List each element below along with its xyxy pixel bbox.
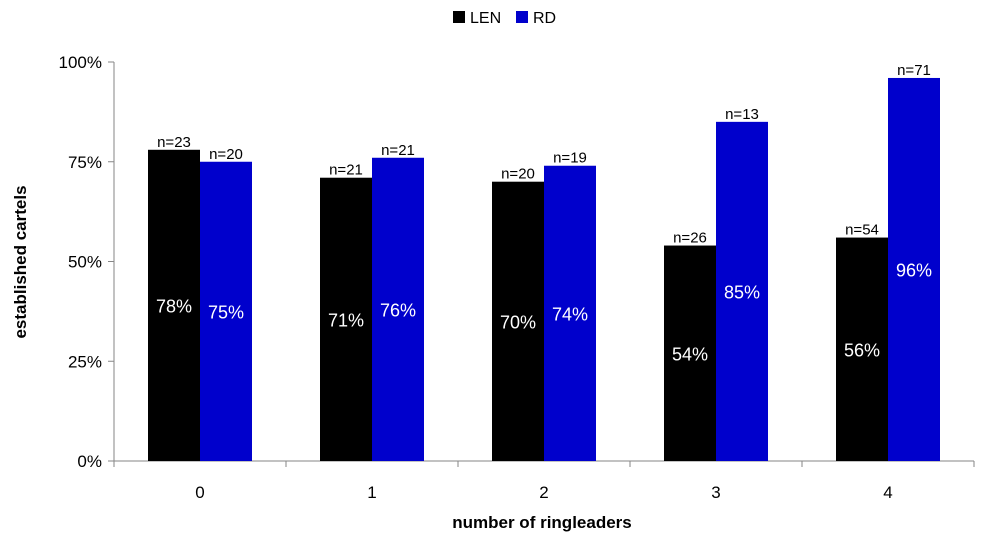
bar-rd xyxy=(888,77,940,462)
value-label-len: 70% xyxy=(500,312,536,332)
value-label-len: 71% xyxy=(328,310,364,330)
n-label-rd: n=19 xyxy=(553,150,587,167)
legend-swatch-len xyxy=(453,11,465,23)
bar-rd xyxy=(716,121,768,461)
x-tick-label: 1 xyxy=(367,483,376,502)
value-label-rd: 75% xyxy=(208,302,244,322)
y-tick-label: 50% xyxy=(68,253,102,272)
bar-len xyxy=(492,181,544,461)
n-label-len: n=21 xyxy=(329,162,363,179)
x-tick-label: 3 xyxy=(711,483,720,502)
value-label-rd: 76% xyxy=(380,300,416,320)
bar-rd xyxy=(544,165,596,462)
y-axis: 0% 25% 50% 75% 100% xyxy=(59,53,115,471)
bar-rd xyxy=(200,161,252,461)
n-label-rd: n=13 xyxy=(725,106,759,123)
n-label-len: n=20 xyxy=(501,166,535,183)
bar-len xyxy=(664,245,716,461)
x-tick-label: 0 xyxy=(195,483,204,502)
value-label-rd: 96% xyxy=(896,260,932,280)
y-axis-title: established cartels xyxy=(11,185,30,338)
n-label-len: n=26 xyxy=(673,230,707,247)
value-label-len: 56% xyxy=(844,340,880,360)
legend: LEN RD xyxy=(453,10,556,27)
data-labels: n=23 78% n=20 75% n=21 71% n=21 76% n=20 70% n=19 7… xyxy=(156,62,932,364)
y-tick-label: 100% xyxy=(59,53,102,72)
y-tick-label: 75% xyxy=(68,153,102,172)
legend-label-len: LEN xyxy=(470,10,501,27)
n-label-rd: n=21 xyxy=(381,142,415,159)
legend-swatch-rd xyxy=(516,11,528,23)
x-tick-label: 2 xyxy=(539,483,548,502)
bar-rd xyxy=(372,157,424,461)
x-axis-title: number of ringleaders xyxy=(452,513,631,532)
bar-len xyxy=(320,177,372,461)
value-label-rd: 85% xyxy=(724,282,760,302)
x-axis: 0 1 2 3 4 xyxy=(113,460,975,502)
n-label-len: n=23 xyxy=(157,134,191,151)
legend-label-rd: RD xyxy=(533,10,556,27)
n-label-rd: n=20 xyxy=(209,146,243,163)
value-label-len: 54% xyxy=(672,344,708,364)
value-label-len: 78% xyxy=(156,296,192,316)
y-tick-label: 25% xyxy=(68,352,102,371)
bar-len xyxy=(836,237,888,461)
y-tick-label: 0% xyxy=(77,452,102,471)
n-label-rd: n=71 xyxy=(897,62,931,79)
n-label-len: n=54 xyxy=(845,222,879,239)
bars xyxy=(148,77,940,462)
value-label-rd: 74% xyxy=(552,304,588,324)
bar-len xyxy=(148,149,200,461)
x-tick-label: 4 xyxy=(883,483,892,502)
